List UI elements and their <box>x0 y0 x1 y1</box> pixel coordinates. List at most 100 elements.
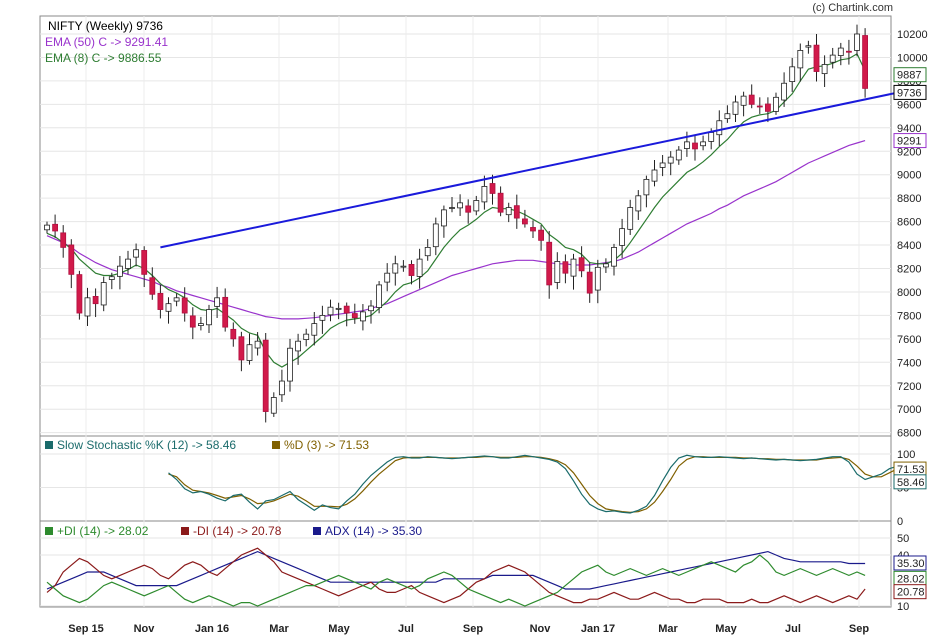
last-stoch-d-label-text: 71.53 <box>897 464 925 476</box>
price-y-tick: 7400 <box>897 357 921 369</box>
last-minus-di-label-box <box>893 584 927 600</box>
candle <box>230 322 237 347</box>
candle <box>813 34 820 82</box>
price-y-tick: 7600 <box>897 334 921 346</box>
candle <box>619 218 625 259</box>
candle-body <box>724 113 731 120</box>
candle-body <box>546 241 553 286</box>
candle <box>44 221 50 234</box>
candle <box>440 205 447 238</box>
candle <box>165 297 172 324</box>
price-y-tick: 9600 <box>897 99 921 111</box>
adx-panel <box>39 520 892 608</box>
candle-body <box>246 344 253 361</box>
candle <box>368 300 374 324</box>
last-minus-di-label-text: 20.78 <box>897 587 925 599</box>
adx-minus-swatch <box>181 527 189 535</box>
candle-body <box>108 276 115 280</box>
candle <box>659 155 666 177</box>
candle <box>505 202 512 223</box>
price-y-tick: 7200 <box>897 381 921 393</box>
candle-body <box>343 305 350 314</box>
candle-body <box>319 314 326 321</box>
candle <box>546 230 553 299</box>
x-tick-label: Mar <box>269 623 289 635</box>
candle-body <box>708 132 715 142</box>
candle-body <box>359 311 366 322</box>
candle <box>692 134 698 161</box>
candle-body <box>603 263 609 268</box>
price-y-tick: 9000 <box>897 170 921 182</box>
candle-body <box>416 258 423 277</box>
last-stoch-k-label-text: 58.46 <box>897 477 925 489</box>
candle <box>238 331 245 372</box>
candle <box>92 288 99 318</box>
last-ema50-label-text: 9291 <box>897 136 921 148</box>
stoch-legend-k: Slow Stochastic %K (12) -> 58.46 <box>57 438 236 452</box>
candle <box>586 262 593 303</box>
candle <box>108 272 115 290</box>
x-tick-label: Sep 15 <box>68 623 103 635</box>
candle-body <box>68 244 75 275</box>
candle-body <box>700 141 706 147</box>
candle-body <box>457 202 464 209</box>
ema50-layer <box>46 140 866 320</box>
candle-body <box>667 156 674 164</box>
candle <box>716 110 723 147</box>
candle-body <box>489 183 496 194</box>
last-adx-label: 35.30 <box>893 555 927 571</box>
candle <box>416 248 423 289</box>
x-tick-label: Jan 16 <box>195 623 229 635</box>
candle <box>84 287 91 326</box>
candle-body <box>619 228 625 246</box>
adx-legend-adx: ADX (14) -> 35.30 <box>325 524 422 538</box>
candle-body <box>303 333 310 340</box>
candle <box>311 311 318 346</box>
candle <box>189 307 196 340</box>
candle-body <box>797 50 804 69</box>
candle-body <box>262 339 269 412</box>
candle-body <box>684 141 690 149</box>
candle <box>700 135 706 151</box>
candle <box>837 42 844 66</box>
x-tick-label: Nov <box>134 623 156 635</box>
candle-body <box>384 272 391 283</box>
candle <box>651 160 658 187</box>
ema8-line <box>46 53 866 368</box>
candle <box>246 333 253 365</box>
candle-body <box>141 250 148 275</box>
candle <box>481 175 488 210</box>
candle <box>117 255 123 290</box>
candle-body <box>189 315 196 328</box>
last-stoch-k-label-box <box>893 474 927 490</box>
last-stoch-d-label: 71.53 <box>893 461 927 477</box>
last-ema8-label-text: 9887 <box>897 70 921 82</box>
candle-body <box>497 192 504 213</box>
candle-body <box>278 380 285 396</box>
plus-di-line <box>46 554 866 607</box>
candle-body <box>789 66 796 83</box>
price-legend-title: NIFTY (Weekly) 9736 <box>48 19 163 33</box>
candle-body <box>76 274 83 314</box>
candle-body <box>473 200 480 212</box>
candle-body <box>230 328 237 340</box>
candle <box>627 199 634 235</box>
candle <box>449 196 455 213</box>
candle-body <box>206 309 212 326</box>
candle-body <box>84 297 91 317</box>
last-adx-label-text: 35.30 <box>897 558 925 570</box>
price-y-tick: 7000 <box>897 404 921 416</box>
candle-body <box>570 258 577 277</box>
candle-body <box>854 33 860 51</box>
x-tick-label: May <box>715 623 737 635</box>
candle-body <box>805 45 812 48</box>
candle-body <box>449 207 455 209</box>
credit-text: (c) Chartink.com <box>812 2 893 14</box>
candle-body <box>594 266 601 291</box>
candle-body <box>60 232 67 248</box>
last-ema8-label: 9887 <box>893 67 927 83</box>
candle <box>489 174 496 205</box>
last-close-label-text: 9736 <box>897 87 921 99</box>
candle <box>141 246 148 288</box>
price-y-tick: 9200 <box>897 146 921 158</box>
